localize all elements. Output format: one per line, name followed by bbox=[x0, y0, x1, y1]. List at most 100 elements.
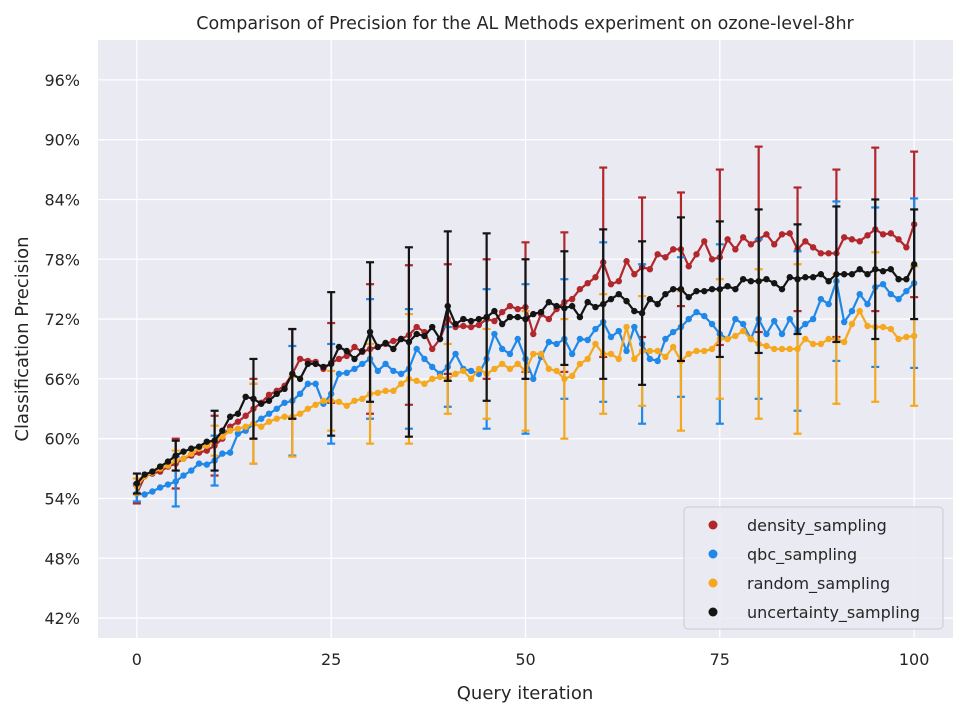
uncertainty_sampling-point bbox=[258, 400, 265, 407]
qbc_sampling-point bbox=[732, 315, 739, 323]
random_sampling-point bbox=[809, 340, 817, 348]
density_sampling-point bbox=[724, 236, 731, 243]
density_sampling-point bbox=[778, 231, 786, 238]
qbc_sampling-point bbox=[226, 449, 234, 456]
uncertainty_sampling-point bbox=[646, 295, 654, 303]
uncertainty_sampling-point bbox=[817, 271, 825, 278]
random_sampling-point bbox=[553, 367, 560, 375]
qbc_sampling-point bbox=[429, 363, 436, 371]
qbc_sampling-point bbox=[172, 478, 179, 485]
random_sampling-point bbox=[514, 360, 521, 368]
density_sampling-point bbox=[685, 263, 692, 270]
uncertainty_sampling-point bbox=[312, 360, 319, 368]
random_sampling-point bbox=[467, 375, 475, 383]
x-tick-label: 75 bbox=[710, 650, 730, 669]
uncertainty_sampling-point bbox=[615, 290, 622, 298]
density_sampling-point bbox=[592, 274, 599, 281]
qbc_sampling-point bbox=[669, 328, 677, 336]
random_sampling-point bbox=[848, 320, 856, 328]
uncertainty_sampling-point bbox=[491, 307, 498, 315]
uncertainty_sampling-point bbox=[436, 335, 444, 343]
qbc_sampling-point bbox=[164, 481, 172, 488]
qbc_sampling-point bbox=[576, 335, 584, 343]
x-tick-label: 50 bbox=[515, 650, 535, 669]
random_sampling-point bbox=[296, 410, 304, 417]
uncertainty_sampling-point bbox=[879, 268, 887, 275]
uncertainty_sampling-point bbox=[506, 313, 514, 321]
random_sampling-point bbox=[242, 423, 249, 430]
uncertainty_sampling-point bbox=[887, 266, 895, 273]
uncertainty_sampling-point bbox=[460, 315, 467, 323]
uncertainty_sampling-point bbox=[351, 355, 358, 363]
random_sampling-point bbox=[662, 353, 669, 361]
qbc_sampling-point bbox=[817, 295, 825, 303]
uncertainty_sampling-point bbox=[864, 271, 871, 278]
uncertainty_sampling-point bbox=[623, 297, 630, 305]
density_sampling-point bbox=[576, 285, 584, 293]
uncertainty_sampling-point bbox=[607, 295, 615, 303]
uncertainty_sampling-point bbox=[716, 285, 724, 293]
random_sampling-point bbox=[258, 423, 265, 430]
density_sampling-point bbox=[265, 391, 273, 399]
legend-marker-qbc_sampling bbox=[708, 549, 718, 559]
uncertainty_sampling-point bbox=[421, 332, 428, 340]
uncertainty_sampling-point bbox=[576, 313, 584, 321]
uncertainty_sampling-point bbox=[320, 363, 327, 371]
random_sampling-point bbox=[351, 397, 358, 404]
uncertainty_sampling-point bbox=[273, 390, 280, 398]
uncertainty_sampling-point bbox=[654, 300, 661, 308]
random_sampling-point bbox=[343, 402, 350, 409]
qbc_sampling-point bbox=[258, 415, 265, 422]
random_sampling-point bbox=[607, 350, 615, 358]
density_sampling-point bbox=[234, 418, 242, 425]
uncertainty_sampling-point bbox=[584, 298, 591, 306]
random_sampling-point bbox=[646, 347, 654, 355]
qbc_sampling-point bbox=[887, 290, 895, 298]
density_sampling-point bbox=[351, 343, 358, 351]
density_sampling-point bbox=[568, 295, 576, 303]
random_sampling-point bbox=[631, 355, 638, 363]
qbc_sampling-point bbox=[180, 472, 187, 479]
uncertainty_sampling-point bbox=[763, 276, 770, 283]
random_sampling-point bbox=[530, 350, 537, 358]
uncertainty_sampling-point bbox=[638, 309, 646, 317]
random_sampling-point bbox=[825, 335, 832, 343]
uncertainty_sampling-point bbox=[514, 313, 521, 321]
uncertainty_sampling-point bbox=[856, 266, 863, 273]
random_sampling-point bbox=[592, 340, 599, 348]
uncertainty_sampling-series bbox=[132, 198, 919, 495]
x-tick-label: 25 bbox=[321, 650, 341, 669]
qbc_sampling-point bbox=[374, 367, 382, 375]
x-tick-label: 100 bbox=[899, 650, 930, 669]
density_sampling-point bbox=[817, 250, 825, 257]
qbc_sampling-point bbox=[234, 430, 242, 437]
qbc_sampling-point bbox=[265, 410, 273, 417]
random_sampling-point bbox=[879, 323, 887, 331]
random_sampling-point bbox=[506, 365, 514, 373]
qbc_sampling-point bbox=[739, 320, 747, 328]
random_sampling-point bbox=[778, 345, 786, 353]
qbc_sampling-point bbox=[156, 484, 164, 491]
random_sampling-point bbox=[817, 340, 825, 348]
density_sampling-point bbox=[864, 232, 871, 239]
uncertainty_sampling-point bbox=[662, 290, 669, 298]
qbc_sampling-point bbox=[304, 380, 312, 388]
random_sampling-point bbox=[561, 375, 568, 383]
density_sampling-point bbox=[840, 234, 848, 241]
random_sampling-point bbox=[654, 347, 661, 355]
uncertainty_sampling-point bbox=[903, 276, 910, 283]
qbc_sampling-point bbox=[382, 360, 389, 368]
density_sampling-point bbox=[335, 355, 343, 363]
qbc_sampling-point bbox=[312, 380, 319, 388]
qbc_sampling-point bbox=[654, 357, 661, 365]
qbc_sampling-point bbox=[421, 355, 428, 363]
random_sampling-point bbox=[568, 372, 576, 380]
uncertainty_sampling-point bbox=[685, 293, 692, 301]
uncertainty_sampling-point bbox=[872, 266, 879, 273]
qbc_sampling-point bbox=[662, 335, 669, 343]
random_sampling-point bbox=[840, 338, 848, 346]
random_sampling-point bbox=[460, 367, 467, 375]
uncertainty_sampling-point bbox=[708, 285, 716, 293]
qbc_sampling-point bbox=[848, 307, 856, 315]
density_sampling-point bbox=[739, 234, 747, 241]
